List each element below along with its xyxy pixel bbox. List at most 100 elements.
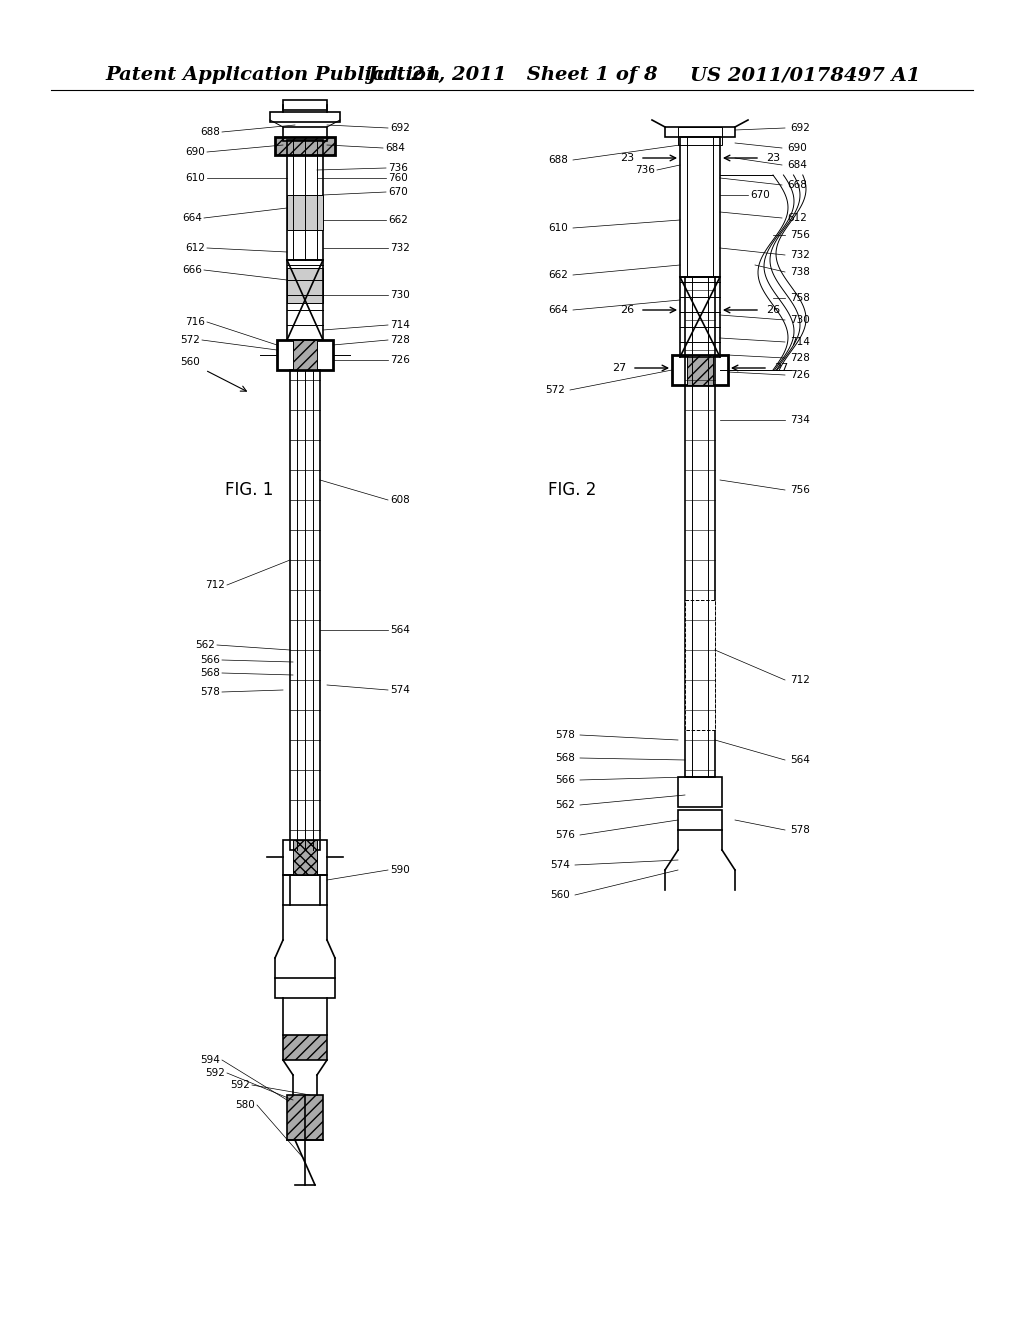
Text: 690: 690 xyxy=(185,147,205,157)
Bar xyxy=(680,137,720,277)
Text: 666: 666 xyxy=(182,265,202,275)
Text: 728: 728 xyxy=(791,352,810,363)
Text: 688: 688 xyxy=(200,127,220,137)
Text: 732: 732 xyxy=(791,249,810,260)
Text: 572: 572 xyxy=(545,385,565,395)
Text: 23: 23 xyxy=(620,153,634,162)
Text: 580: 580 xyxy=(236,1100,255,1110)
Text: 736: 736 xyxy=(388,162,408,173)
Text: 562: 562 xyxy=(195,640,215,649)
Text: 734: 734 xyxy=(791,414,810,425)
Bar xyxy=(275,978,335,998)
Text: US 2011/0178497 A1: US 2011/0178497 A1 xyxy=(689,66,920,84)
Text: 736: 736 xyxy=(635,165,655,176)
Bar xyxy=(283,100,327,110)
Text: 564: 564 xyxy=(390,624,410,635)
Bar xyxy=(293,840,317,875)
Text: 738: 738 xyxy=(791,267,810,277)
Bar xyxy=(293,341,317,370)
Text: 664: 664 xyxy=(182,213,202,223)
Bar xyxy=(287,195,323,230)
Bar xyxy=(283,875,327,906)
Text: 664: 664 xyxy=(548,305,568,315)
Text: 690: 690 xyxy=(787,143,807,153)
Text: 692: 692 xyxy=(390,123,410,133)
Text: 568: 568 xyxy=(200,668,220,678)
Bar xyxy=(290,370,319,850)
Text: 688: 688 xyxy=(548,154,568,165)
Bar xyxy=(283,1035,327,1060)
Text: 758: 758 xyxy=(791,293,810,304)
Bar xyxy=(287,260,323,341)
Text: 26: 26 xyxy=(766,305,780,315)
Bar xyxy=(287,140,323,260)
Text: 27: 27 xyxy=(774,363,788,374)
Text: 728: 728 xyxy=(390,335,410,345)
Text: 610: 610 xyxy=(548,223,568,234)
Text: 578: 578 xyxy=(791,825,810,836)
Text: 560: 560 xyxy=(550,890,570,900)
Text: Jul. 21, 2011   Sheet 1 of 8: Jul. 21, 2011 Sheet 1 of 8 xyxy=(367,66,657,84)
Bar xyxy=(678,127,722,145)
Text: 574: 574 xyxy=(390,685,410,696)
Text: 732: 732 xyxy=(390,243,410,253)
Text: 566: 566 xyxy=(555,775,574,785)
Text: 714: 714 xyxy=(390,319,410,330)
Text: 670: 670 xyxy=(751,190,770,201)
Text: 726: 726 xyxy=(791,370,810,380)
Text: 612: 612 xyxy=(185,243,205,253)
Text: 670: 670 xyxy=(388,187,408,197)
Bar xyxy=(685,601,715,730)
Text: 594: 594 xyxy=(200,1055,220,1065)
Bar xyxy=(672,355,728,385)
Bar xyxy=(680,277,720,356)
Text: Patent Application Publication: Patent Application Publication xyxy=(105,66,440,84)
Text: 27: 27 xyxy=(612,363,626,374)
Bar xyxy=(278,341,333,370)
Text: 668: 668 xyxy=(787,180,807,190)
Text: 756: 756 xyxy=(791,484,810,495)
Text: 610: 610 xyxy=(185,173,205,183)
Text: 568: 568 xyxy=(555,752,574,763)
Text: 592: 592 xyxy=(230,1080,250,1090)
Text: 590: 590 xyxy=(390,865,410,875)
Bar xyxy=(678,777,722,807)
Bar xyxy=(287,268,323,304)
Bar xyxy=(283,840,327,875)
Text: 23: 23 xyxy=(766,153,780,162)
Text: 684: 684 xyxy=(787,160,807,170)
Text: 612: 612 xyxy=(787,213,807,223)
Text: 730: 730 xyxy=(791,315,810,325)
Text: 712: 712 xyxy=(205,579,225,590)
Text: 730: 730 xyxy=(390,290,410,300)
Bar xyxy=(685,277,715,777)
Text: 662: 662 xyxy=(388,215,408,224)
Text: 684: 684 xyxy=(385,143,404,153)
Bar xyxy=(665,127,735,137)
Text: 566: 566 xyxy=(200,655,220,665)
Text: 714: 714 xyxy=(791,337,810,347)
Text: 692: 692 xyxy=(791,123,810,133)
Text: 608: 608 xyxy=(390,495,410,506)
Bar xyxy=(678,810,722,830)
Text: 572: 572 xyxy=(180,335,200,345)
Text: 574: 574 xyxy=(550,861,570,870)
Text: 756: 756 xyxy=(791,230,810,240)
Text: 26: 26 xyxy=(620,305,634,315)
Bar xyxy=(270,112,340,121)
Bar xyxy=(687,355,713,385)
Text: FIG. 1: FIG. 1 xyxy=(225,480,273,499)
Text: 712: 712 xyxy=(791,675,810,685)
Text: 726: 726 xyxy=(390,355,410,366)
Text: 592: 592 xyxy=(205,1068,225,1078)
Text: 578: 578 xyxy=(555,730,574,741)
Text: 564: 564 xyxy=(791,755,810,766)
Text: 562: 562 xyxy=(555,800,574,810)
Bar xyxy=(283,127,327,141)
Text: 560: 560 xyxy=(180,356,200,367)
Bar xyxy=(287,1096,323,1140)
Text: 760: 760 xyxy=(388,173,408,183)
Bar xyxy=(275,137,335,154)
Text: 662: 662 xyxy=(548,271,568,280)
Text: 578: 578 xyxy=(200,686,220,697)
